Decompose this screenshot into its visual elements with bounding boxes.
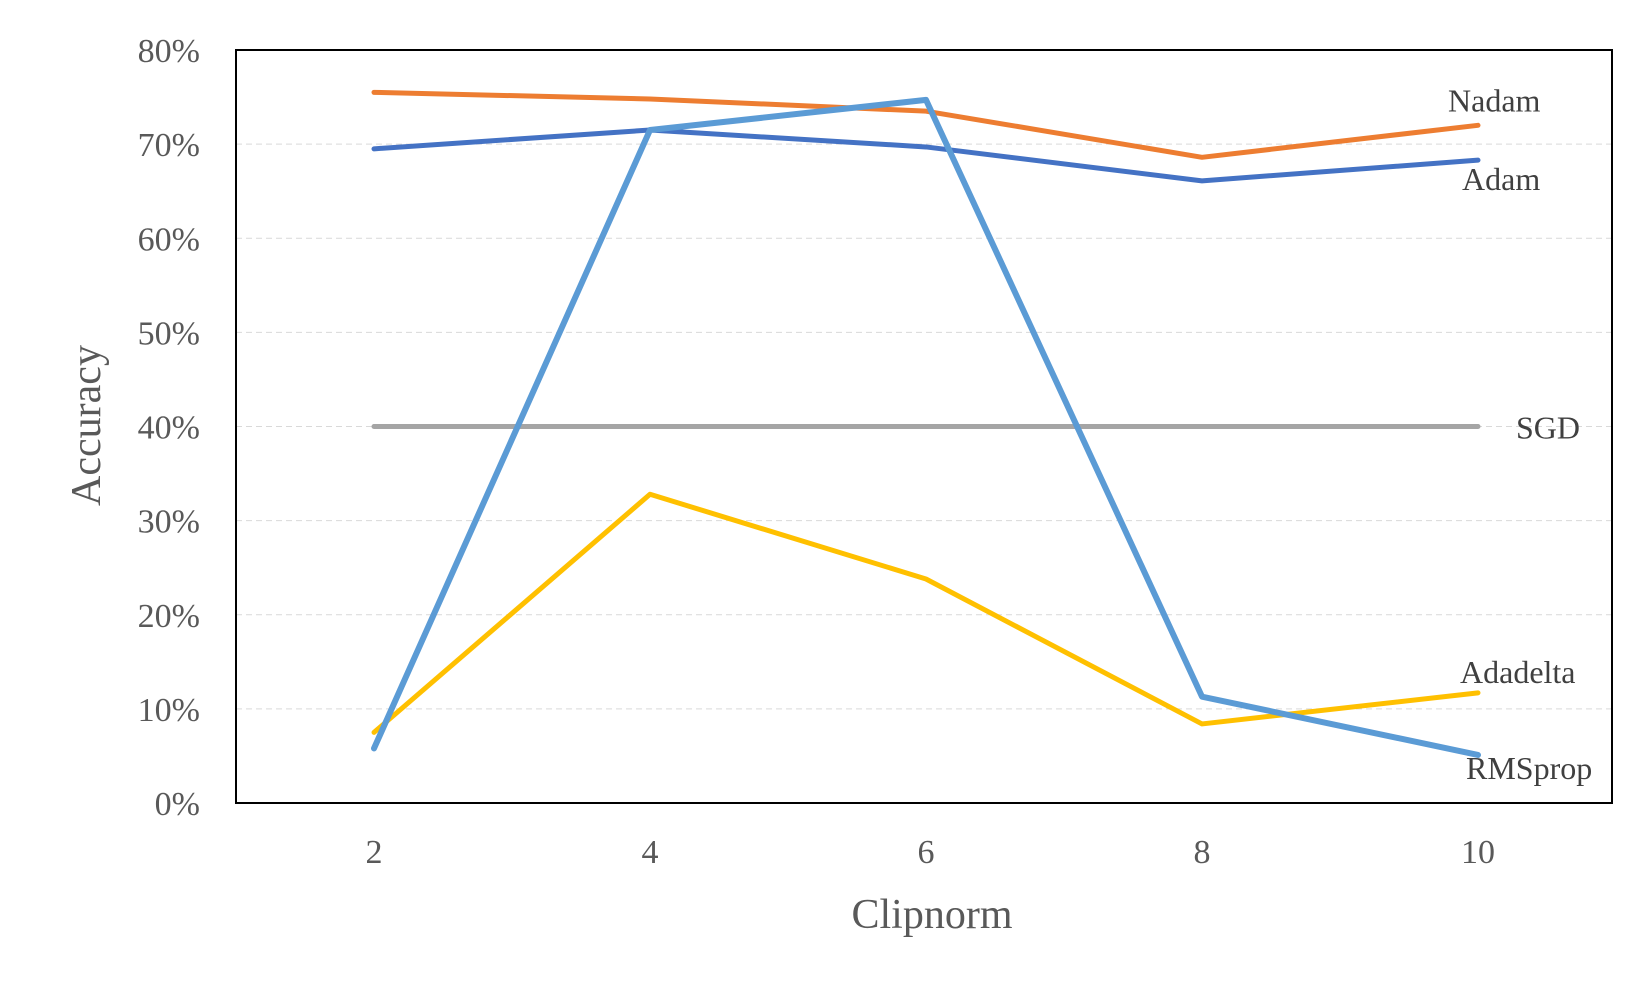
x-tick-label: 2 <box>366 834 383 871</box>
y-tick-label: 80% <box>138 33 200 70</box>
series-line-rmsprop <box>371 96 1481 758</box>
y-axis-title: Accuracy <box>64 345 110 506</box>
y-axis-tick-labels: 0% 10% 20% 30% 40% 50% 60% 70% 80% <box>138 33 200 823</box>
series-labels: Nadam Adam SGD Adadelta RMSprop <box>1448 82 1592 786</box>
plot-frame <box>235 49 1613 804</box>
series-label-adam: Adam <box>1462 161 1540 197</box>
series-lines <box>371 89 1481 758</box>
series-line-nadam <box>371 89 1481 160</box>
y-tick-label: 10% <box>138 692 200 729</box>
y-tick-label: 40% <box>138 410 200 447</box>
x-tick-label: 6 <box>918 834 935 871</box>
x-tick-label: 8 <box>1194 834 1211 871</box>
x-tick-label: 4 <box>642 834 659 871</box>
y-tick-label: 0% <box>155 786 200 823</box>
x-axis-tick-labels: 2 4 6 8 10 <box>366 834 1496 871</box>
series-label-nadam: Nadam <box>1448 82 1541 118</box>
y-tick-label: 50% <box>138 315 200 352</box>
y-tick-label: 60% <box>138 221 200 258</box>
series-label-sgd: SGD <box>1516 410 1580 446</box>
x-tick-label: 10 <box>1461 834 1495 871</box>
y-tick-label: 30% <box>138 504 200 541</box>
series-line-adadelta <box>371 491 1481 735</box>
series-label-adadelta: Adadelta <box>1460 654 1576 690</box>
y-tick-label: 70% <box>138 127 200 164</box>
x-axis-title: Clipnorm <box>851 892 1012 938</box>
series-label-rmsprop: RMSprop <box>1466 750 1592 786</box>
series-line-adam <box>371 127 1481 184</box>
y-tick-label: 20% <box>138 598 200 635</box>
